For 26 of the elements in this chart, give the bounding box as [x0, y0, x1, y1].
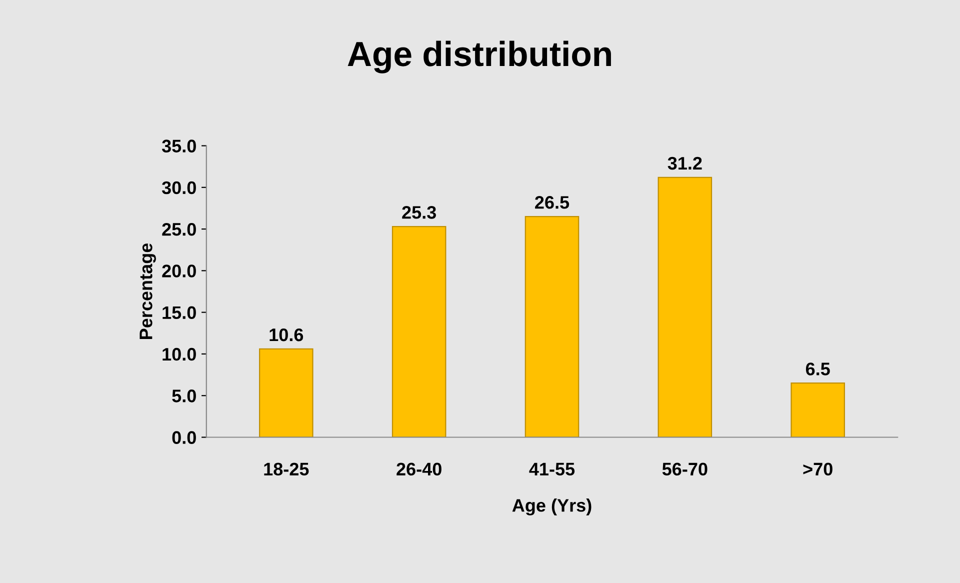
data-label: 25.3: [402, 206, 436, 219]
bar: [392, 226, 446, 438]
y-tick-label: 10.0: [162, 348, 196, 361]
data-label: 6.5: [806, 362, 830, 376]
y-axis-title: Percentage: [140, 243, 156, 339]
bar: [658, 176, 712, 438]
y-tick-label: 25.0: [162, 222, 196, 236]
chart-title: Age distribution: [348, 40, 611, 74]
data-label: 10.6: [270, 328, 304, 342]
y-tick-label: 0.0: [172, 431, 196, 444]
x-tick-label: 41-55: [529, 462, 575, 476]
y-tick-label: 15.0: [162, 306, 196, 320]
x-tick-label: 56-70: [662, 462, 708, 476]
data-label: 31.2: [668, 156, 702, 170]
x-tick-label: >70: [803, 462, 832, 476]
bar: [524, 216, 580, 438]
bar: [259, 348, 314, 438]
y-tick-label: 20.0: [162, 264, 196, 278]
y-tick-label: 5.0: [172, 390, 196, 402]
x-tick-label: 26-40: [396, 462, 442, 476]
x-tick-label: 18-25: [264, 462, 309, 476]
x-axis-title: Age (Yrs): [512, 498, 592, 516]
data-label: 26.5: [535, 196, 570, 209]
y-tick-label: 30.0: [162, 181, 196, 194]
y-tick-label: 35.0: [162, 140, 196, 152]
bar: [790, 382, 845, 438]
